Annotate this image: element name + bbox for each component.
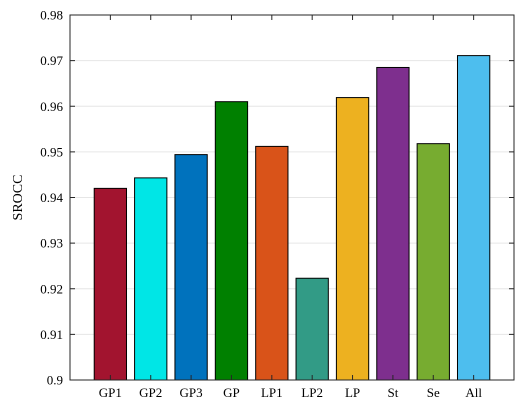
y-tick-label: 0.9 <box>47 373 63 388</box>
bar-gp3 <box>174 154 208 381</box>
bar-lp1 <box>255 145 289 381</box>
bar-se <box>416 143 450 381</box>
x-tick-label: All <box>465 385 482 400</box>
x-tick-labels: GP1 GP2 GP3 GP LP1 LP2 LP St Se All <box>99 385 483 400</box>
x-tick-label: LP2 <box>301 385 323 400</box>
y-tick-label: 0.92 <box>40 281 63 296</box>
y-tick-label: 0.98 <box>40 8 63 23</box>
y-tick-labels: 0.9 0.91 0.92 0.93 0.94 0.95 0.96 0.97 0.98 <box>40 8 63 388</box>
x-tick-label: GP2 <box>139 385 162 400</box>
y-axis-label: SROCC <box>11 175 26 221</box>
bar-gp <box>214 101 249 381</box>
x-tick-label: St <box>387 385 398 400</box>
y-tick-label: 0.95 <box>40 144 63 159</box>
x-tick-label: GP <box>223 385 240 400</box>
bar-gp1 <box>93 187 128 381</box>
x-tick-label: LP1 <box>261 385 283 400</box>
y-tick-label: 0.96 <box>40 99 63 114</box>
y-tick-label: 0.91 <box>40 327 63 342</box>
y-tick-label: 0.94 <box>40 190 63 205</box>
bar-lp2 <box>295 277 329 381</box>
bar-st <box>376 66 410 381</box>
bar-lp <box>335 97 370 381</box>
y-tick-label: 0.93 <box>40 236 63 251</box>
bars <box>93 55 491 381</box>
x-tick-label: GP3 <box>180 385 203 400</box>
x-tick-label: Se <box>427 385 440 400</box>
axis-ticks <box>70 14 514 381</box>
bar-all <box>456 55 491 381</box>
x-tick-label: GP1 <box>99 385 122 400</box>
y-tick-label: 0.97 <box>40 53 63 68</box>
bar-gp2 <box>134 177 168 381</box>
x-tick-label: LP <box>345 385 360 400</box>
